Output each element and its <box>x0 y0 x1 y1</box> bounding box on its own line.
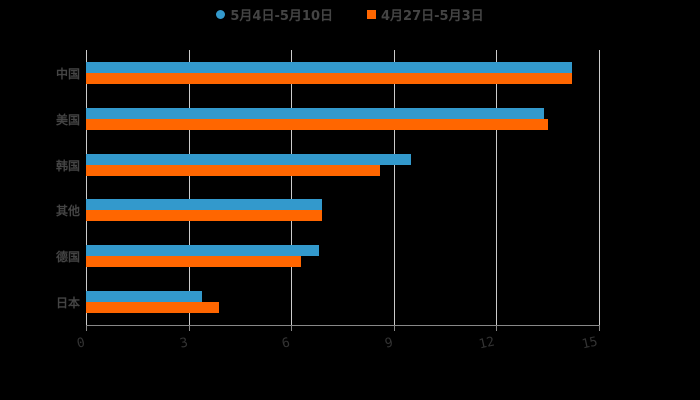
category-label: 中国 <box>55 67 80 81</box>
x-tick-label: 6 <box>280 335 292 352</box>
x-tick-label: 12 <box>478 334 497 353</box>
x-tick <box>188 325 190 331</box>
legend-marker-circle-icon <box>216 9 226 19</box>
category-label: 韩国 <box>55 159 80 173</box>
bar[interactable] <box>86 291 203 302</box>
gridline <box>188 50 190 325</box>
category-label: 其他 <box>55 204 80 218</box>
x-tick <box>599 325 600 331</box>
x-tick <box>291 325 293 331</box>
x-axis-line <box>86 325 600 326</box>
x-tick <box>86 325 87 331</box>
legend-item-week2[interactable]: 4月27日-5月3日 <box>367 5 484 24</box>
x-tick <box>496 325 498 331</box>
bar[interactable] <box>86 154 411 165</box>
gridline <box>496 50 498 325</box>
legend-item-week1[interactable]: 5月4日-5月10日 <box>216 5 333 24</box>
category-label: 德国 <box>55 250 80 264</box>
category-label: 美国 <box>55 113 80 127</box>
bar[interactable] <box>86 302 220 313</box>
category-label: 日本 <box>55 296 80 310</box>
legend: 5月4日-5月10日 4月27日-5月3日 <box>0 4 700 24</box>
plot-area <box>86 50 600 325</box>
x-tick <box>393 325 395 331</box>
bar[interactable] <box>86 210 322 221</box>
bar[interactable] <box>86 165 381 176</box>
legend-marker-square-icon <box>367 9 376 19</box>
bar[interactable] <box>86 73 572 84</box>
x-tick-label: 3 <box>178 335 189 352</box>
x-tick-label: 15 <box>580 334 600 353</box>
bar[interactable] <box>86 62 572 73</box>
x-tick-label: 0 <box>75 335 87 352</box>
bar[interactable] <box>86 108 545 119</box>
gridline <box>291 50 293 325</box>
x-tick-label: 9 <box>383 335 395 352</box>
legend-label: 4月27日-5月3日 <box>381 8 484 24</box>
bar[interactable] <box>86 245 319 256</box>
bar[interactable] <box>86 256 302 267</box>
gridline <box>599 50 600 325</box>
bar[interactable] <box>86 199 322 210</box>
legend-label: 5月4日-5月10日 <box>230 8 333 24</box>
gridline <box>86 50 87 325</box>
bar[interactable] <box>86 119 548 130</box>
gridline <box>393 50 395 325</box>
